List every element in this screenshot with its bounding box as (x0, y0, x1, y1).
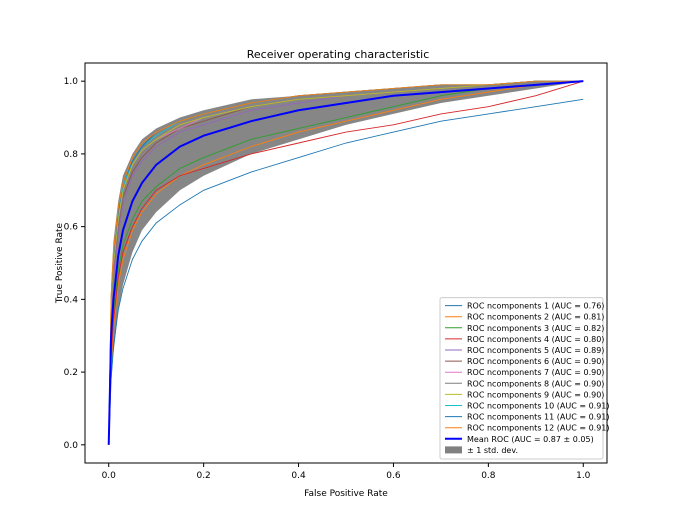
y-tick-label: 0.0 (64, 441, 79, 451)
y-tick-label: 0.8 (64, 150, 79, 160)
legend-entry: ROC ncomponents 1 (AUC = 0.76) (467, 302, 604, 311)
x-tick-label: 1.0 (576, 471, 591, 481)
roc-line-1 (108, 98, 584, 445)
legend-entry: Mean ROC (AUC = 0.87 ± 0.05) (467, 435, 594, 444)
y-axis-label: True Positive Rate (55, 222, 65, 304)
legend-entry: ROC ncomponents 5 (AUC = 0.89) (467, 346, 604, 355)
legend-entry: ROC ncomponents 7 (AUC = 0.90) (467, 368, 604, 377)
roc-line-4 (108, 80, 584, 445)
legend-entry: ROC ncomponents 9 (AUC = 0.90) (467, 390, 604, 399)
x-tick-label: 0.8 (481, 471, 496, 481)
y-axis-ticks: 0.0 0.2 0.4 0.6 0.8 1.0 (64, 77, 85, 451)
y-tick-label: 0.2 (64, 368, 78, 378)
legend-entry: ROC ncomponents 4 (AUC = 0.80) (467, 335, 604, 344)
legend-entry: ROC ncomponents 8 (AUC = 0.90) (467, 379, 604, 388)
y-tick-label: 0.6 (64, 223, 79, 233)
legend-entry: ROC ncomponents 3 (AUC = 0.82) (467, 324, 604, 333)
y-tick-label: 0.4 (64, 295, 79, 305)
x-axis-ticks: 0.0 0.2 0.4 0.6 0.8 1.0 (102, 463, 591, 481)
roc-line-2 (108, 80, 584, 445)
roc-line-12 (108, 80, 584, 445)
legend-swatch (445, 446, 462, 454)
x-tick-label: 0.6 (386, 471, 401, 481)
series-layer (108, 80, 584, 445)
legend-entry: ROC ncomponents 12 (AUC = 0.91) (467, 424, 610, 433)
roc-line-3 (108, 80, 584, 445)
y-tick-label: 1.0 (64, 77, 79, 87)
legend-entry: ROC ncomponents 10 (AUC = 0.91) (467, 402, 610, 411)
chart-title: Receiver operating characteristic (247, 48, 430, 61)
x-tick-label: 0.2 (196, 471, 210, 481)
mean-layer (107, 80, 584, 445)
legend-entry: ROC ncomponents 6 (AUC = 0.90) (467, 357, 604, 366)
legend-entry: ROC ncomponents 11 (AUC = 0.91) (467, 413, 610, 422)
legend-entry: ROC ncomponents 2 (AUC = 0.81) (467, 313, 604, 322)
legend-box (439, 297, 604, 460)
roc-line-9 (108, 80, 584, 445)
mean-roc-line (107, 80, 584, 445)
legend: ROC ncomponents 1 (AUC = 0.76) ROC ncompo… (439, 297, 610, 460)
x-tick-label: 0.4 (291, 471, 306, 481)
legend-entry: ± 1 std. dev. (467, 446, 518, 455)
x-axis-label: False Positive Rate (304, 489, 388, 499)
x-tick-label: 0.0 (102, 471, 117, 481)
